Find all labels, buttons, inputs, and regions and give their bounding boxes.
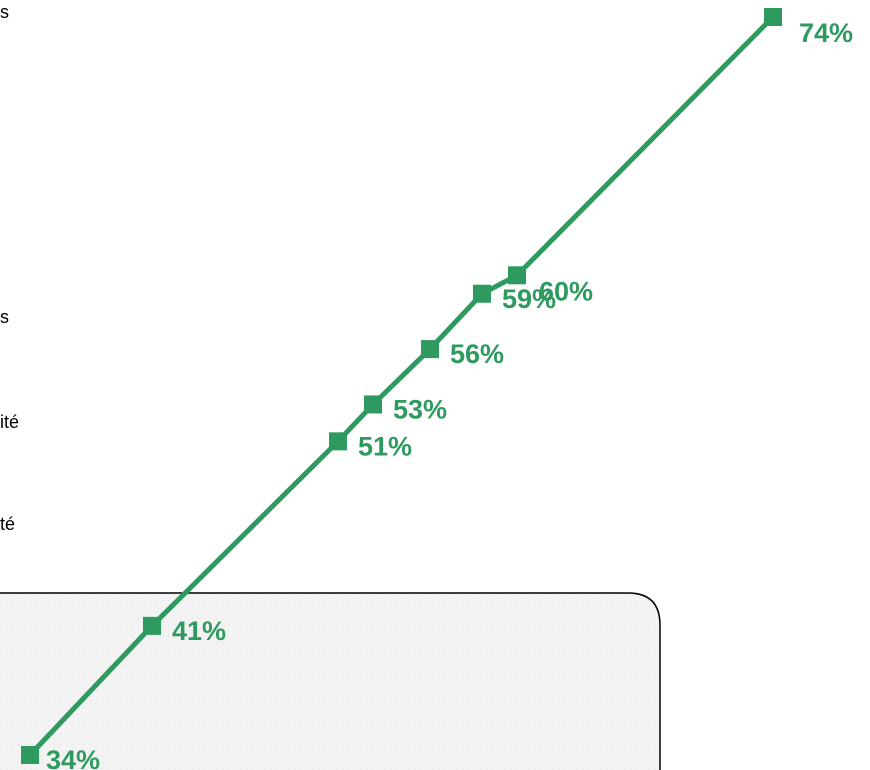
data-label: 41% <box>172 616 226 646</box>
data-label: 34% <box>46 745 100 770</box>
side-text-fragment-4: té <box>0 514 16 534</box>
series-layer: 34% 41% 51% 53%56% 59%60% 74% <box>21 8 853 770</box>
data-label: 53% <box>393 394 447 424</box>
data-point-marker <box>329 432 347 451</box>
data-label: 56% <box>450 339 504 369</box>
side-text-fragment-2: s <box>0 307 9 327</box>
side-text-fragment-1: s <box>0 2 9 22</box>
data-point-marker <box>421 340 439 359</box>
data-label: 74% <box>799 18 853 48</box>
data-label: 51% <box>358 431 412 461</box>
side-text-fragment-3: ité <box>0 412 20 432</box>
data-point-marker <box>764 8 782 26</box>
data-point-marker <box>473 284 491 303</box>
highlight-box <box>0 592 661 770</box>
data-label: 59% <box>502 284 556 314</box>
data-point-marker <box>508 266 526 285</box>
data-point-marker <box>21 746 39 764</box>
data-point-marker <box>364 395 382 414</box>
data-label: 60% <box>539 276 593 306</box>
data-point-marker <box>143 616 161 635</box>
